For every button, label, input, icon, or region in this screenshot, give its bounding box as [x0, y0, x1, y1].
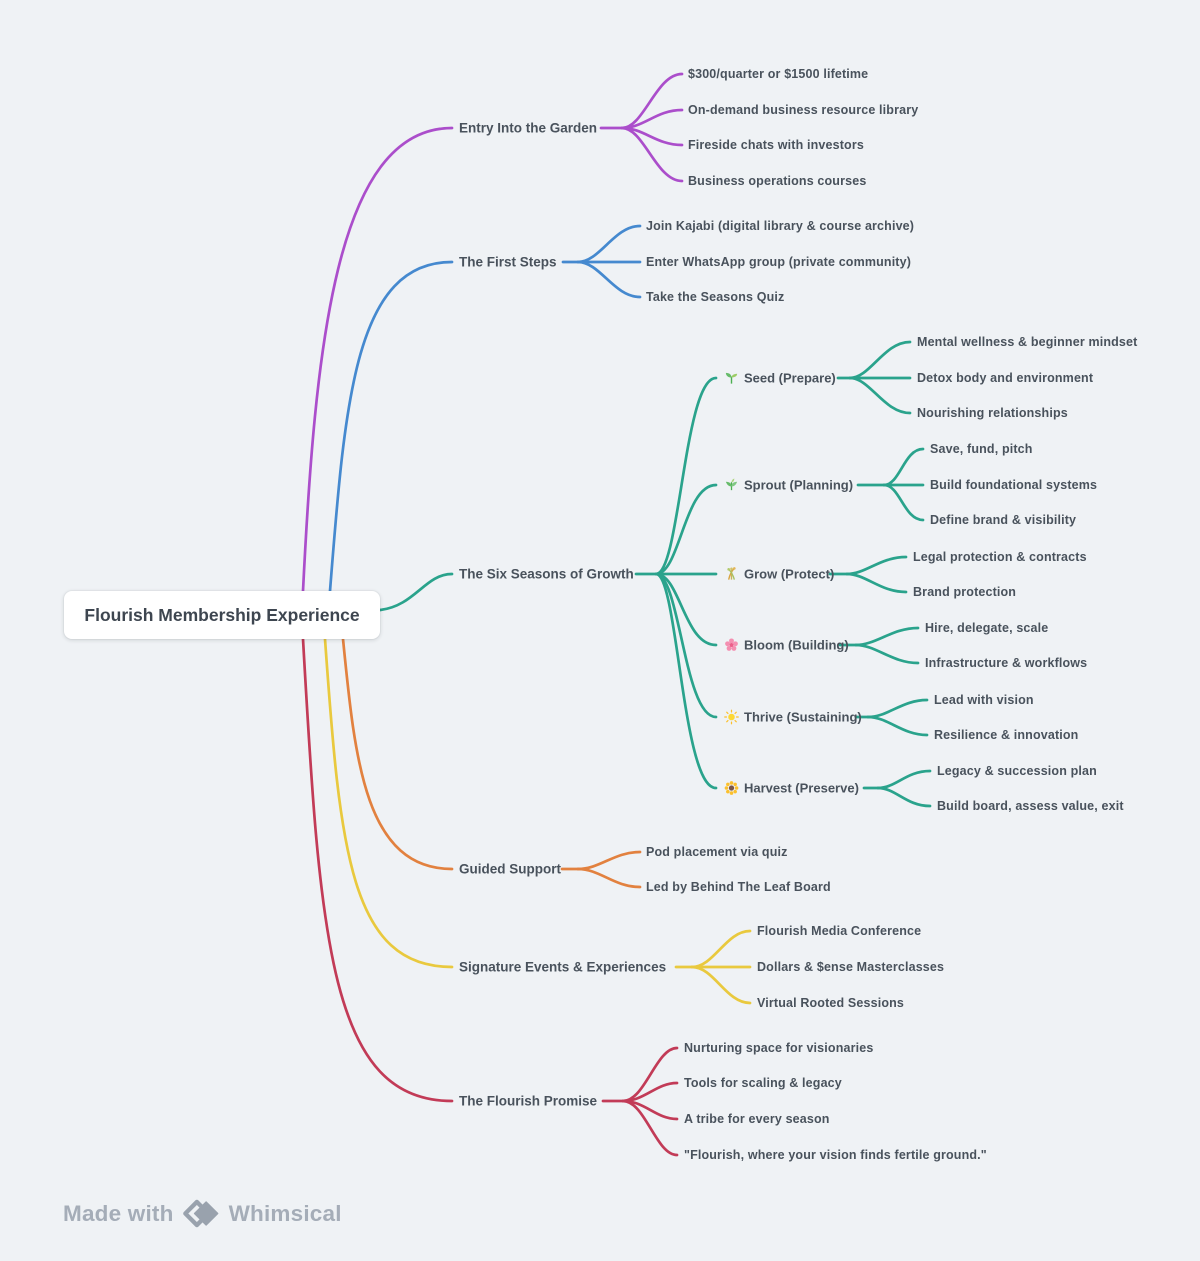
connector [848, 376, 912, 415]
connector [654, 572, 718, 719]
connector [690, 965, 752, 1005]
entry-connectors [301, 72, 684, 593]
leaf-node[interactable]: Lead with vision [934, 692, 1034, 707]
branch-six-seasons[interactable]: The Six Seasons of Growth [459, 566, 634, 582]
subnode-label: Grow (Protect) [744, 566, 835, 582]
leaf-node[interactable]: Nourishing relationships [917, 405, 1068, 420]
leaf-node[interactable]: Save, fund, pitch [930, 441, 1033, 456]
leaf-node[interactable]: Enter WhatsApp group (private community) [646, 254, 912, 269]
leaf-node[interactable]: Led by Behind The Leaf Board [646, 879, 831, 894]
leaf-node[interactable]: Nurturing space for visionaries [684, 1040, 874, 1055]
root-node[interactable]: Flourish Membership Experience [64, 591, 380, 639]
connector [882, 483, 925, 522]
herb-icon [724, 478, 739, 493]
six-seasons-connectors [378, 340, 932, 808]
leaf-node[interactable]: Detox body and environment [917, 370, 1094, 385]
connector [576, 224, 642, 264]
leaf-node[interactable]: Legacy & succession plan [937, 763, 1097, 778]
connector [341, 637, 454, 871]
leaf-node[interactable]: $300/quarter or $1500 lifetime [688, 66, 869, 81]
connector [654, 376, 718, 576]
branch-guided-support[interactable]: Guided Support [459, 861, 561, 877]
leaf-node[interactable]: Infrastructure & workflows [925, 655, 1088, 670]
connector [654, 483, 718, 576]
leaf-node[interactable]: Flourish Media Conference [757, 923, 922, 938]
connector [866, 715, 929, 737]
leaf-node[interactable]: Mental wellness & beginner mindset [917, 334, 1138, 349]
leaf-node[interactable]: Define brand & visibility [930, 512, 1077, 527]
connector [854, 643, 920, 665]
subnode-label: Harvest (Preserve) [744, 780, 859, 796]
connector [301, 126, 454, 593]
promise-connectors [301, 637, 679, 1157]
connector [323, 637, 454, 969]
leaf-node[interactable]: Business operations courses [688, 173, 867, 188]
sunflower-icon [724, 781, 739, 796]
leaf-node[interactable]: Join Kajabi (digital library & course ar… [646, 218, 915, 233]
connector [621, 1099, 679, 1157]
leaf-node[interactable]: Hire, delegate, scale [925, 620, 1049, 635]
made-with-text: Made with [63, 1200, 174, 1226]
subnode-label: Sprout (Planning) [744, 477, 854, 493]
signature-connectors [323, 637, 752, 1005]
guided-connectors [341, 637, 642, 889]
subnode-label: Thrive (Sustaining) [744, 709, 862, 725]
leaf-node[interactable]: Legal protection & contracts [913, 549, 1087, 564]
connector [620, 72, 684, 130]
connector [654, 572, 718, 647]
connector [845, 572, 908, 594]
whimsical-logo-icon [182, 1195, 220, 1232]
connector [378, 572, 454, 612]
branch-signature-events[interactable]: Signature Events & Experiences [459, 959, 667, 975]
connector [866, 698, 929, 719]
leaf-node[interactable]: "Flourish, where your vision finds ferti… [684, 1147, 987, 1162]
connector [576, 867, 642, 889]
subnode-bloom[interactable]: Bloom (Building) [724, 638, 849, 653]
leaf-node[interactable]: Build foundational systems [930, 477, 1098, 492]
leaf-node[interactable]: Dollars & $ense Masterclasses [757, 959, 945, 974]
connector [301, 637, 454, 1103]
subnode-label: Seed (Prepare) [744, 370, 836, 386]
leaf-node[interactable]: Tools for scaling & legacy [684, 1075, 842, 1090]
connector [328, 260, 454, 593]
connector [882, 447, 925, 487]
subnode-seed[interactable]: Seed (Prepare) [724, 371, 836, 386]
connector [848, 340, 912, 380]
connector [876, 769, 932, 790]
connector [654, 572, 718, 790]
sheaf-icon [724, 567, 739, 582]
branch-first-steps[interactable]: The First Steps [459, 254, 557, 270]
seedling-icon [724, 371, 739, 386]
subnode-sprout[interactable]: Sprout (Planning) [724, 478, 853, 493]
leaf-node[interactable]: Brand protection [913, 584, 1017, 599]
connector [854, 626, 920, 647]
subnode-thrive[interactable]: Thrive (Sustaining) [724, 709, 862, 725]
leaf-node[interactable]: Build board, assess value, exit [937, 798, 1124, 813]
connector [876, 786, 932, 808]
leaf-node[interactable]: Resilience & innovation [934, 727, 1079, 742]
brand-text: Whimsical [228, 1200, 342, 1226]
subnode-grow[interactable]: Grow (Protect) [724, 567, 834, 582]
connector [845, 555, 908, 576]
branch-entry[interactable]: Entry Into the Garden [459, 120, 598, 136]
whimsical-watermark[interactable]: Made with Whimsical [63, 1195, 342, 1232]
subnode-harvest[interactable]: Harvest (Preserve) [724, 781, 859, 796]
connector [576, 260, 642, 299]
leaf-node[interactable]: Take the Seasons Quiz [646, 289, 785, 304]
leaf-node[interactable]: A tribe for every season [684, 1111, 830, 1126]
connector [690, 929, 752, 969]
leaf-node[interactable]: On-demand business resource library [688, 102, 919, 117]
branch-flourish-promise[interactable]: The Flourish Promise [459, 1093, 598, 1109]
leaf-node[interactable]: Pod placement via quiz [646, 844, 788, 859]
leaf-node[interactable]: Fireside chats with investors [688, 137, 864, 152]
connector [620, 126, 684, 183]
sun-icon [724, 709, 739, 725]
leaf-node[interactable]: Virtual Rooted Sessions [757, 995, 905, 1010]
first-steps-connectors [328, 224, 642, 593]
connector [576, 850, 642, 871]
subnode-label: Bloom (Building) [744, 637, 849, 653]
blossom-icon [724, 638, 739, 653]
